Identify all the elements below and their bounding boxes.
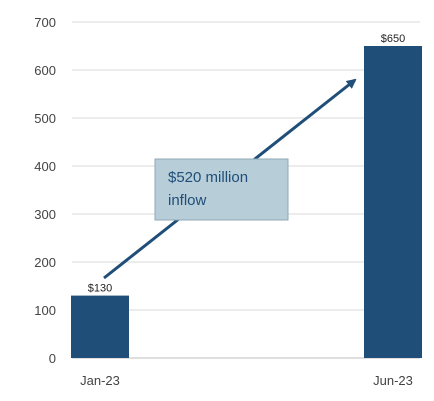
x-tick-label: Jun-23 [373, 373, 413, 388]
y-tick-label: 600 [34, 63, 56, 78]
annotation-line-2: inflow [168, 192, 207, 209]
y-tick-label: 500 [34, 111, 56, 126]
annotation-box [154, 158, 289, 221]
bar [364, 46, 422, 358]
y-tick-label: 400 [34, 159, 56, 174]
data-label: $130 [88, 283, 112, 295]
y-tick-label: 300 [34, 207, 56, 222]
y-tick-label: 700 [34, 15, 56, 30]
annotation-line-1: $520 million [168, 169, 248, 186]
bar [71, 295, 129, 358]
y-tick-label: 100 [34, 303, 56, 318]
data-label: $650 [381, 33, 405, 45]
x-tick-label: Jan-23 [80, 373, 120, 388]
y-tick-label: 200 [34, 255, 56, 270]
y-tick-label: 0 [49, 351, 56, 366]
